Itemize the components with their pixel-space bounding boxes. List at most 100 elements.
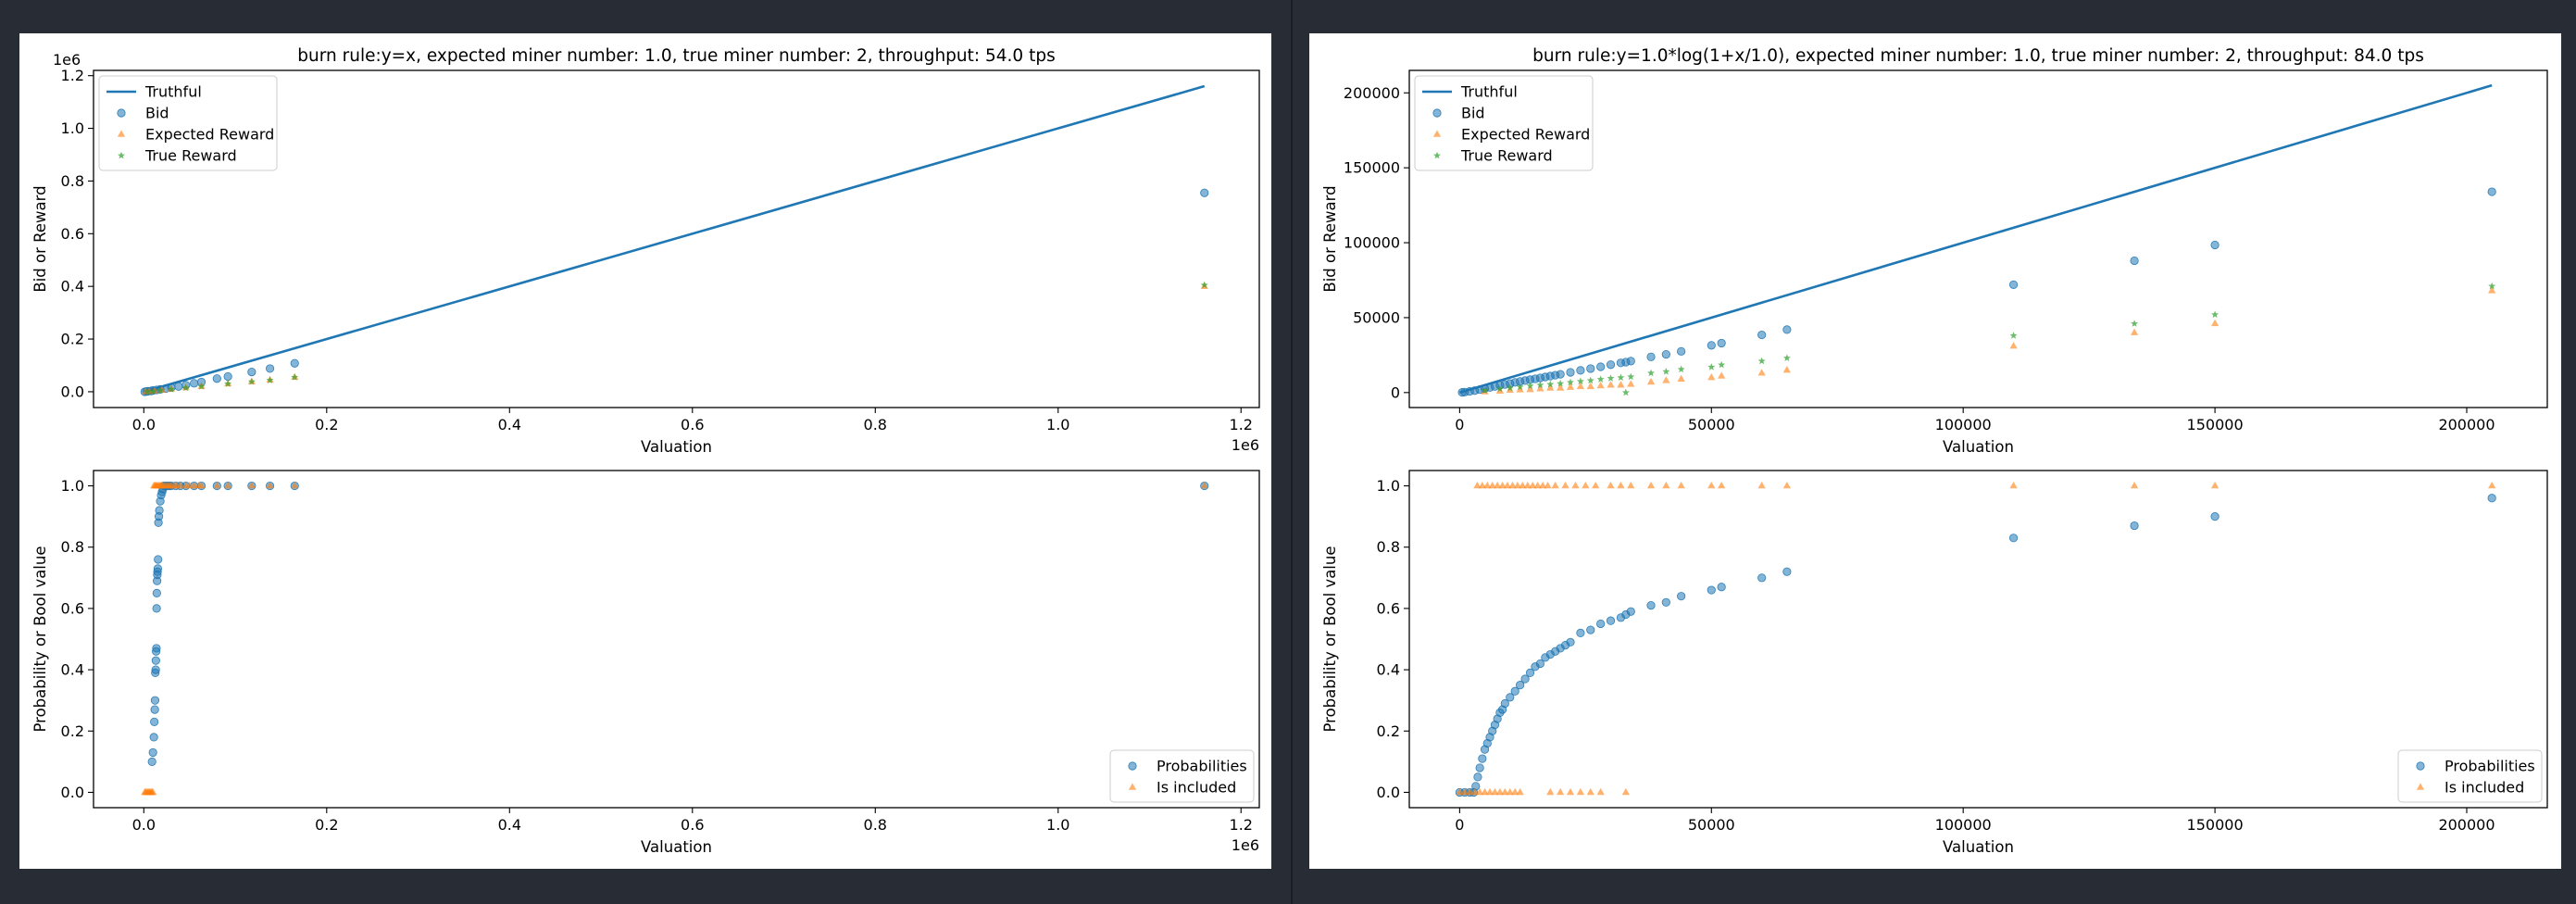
bid-point — [2210, 240, 2220, 250]
x-tick-label: 0 — [1455, 416, 1464, 433]
true-reward-point — [1617, 373, 1625, 382]
true-reward-point — [224, 380, 232, 387]
probabilities-point — [1782, 567, 1792, 576]
true-reward-point — [156, 386, 165, 394]
probabilities-point — [1596, 619, 1606, 629]
true-reward-point — [2131, 320, 2139, 327]
true-reward-point — [1557, 379, 1565, 387]
true-reward-point — [144, 387, 152, 396]
bid-point — [1566, 368, 1575, 377]
expected-reward-point — [2210, 319, 2220, 327]
probabilities-point — [1500, 698, 1509, 709]
legend-marker-swatch — [2416, 761, 2425, 771]
y-tick-label: 0.8 — [1377, 538, 1400, 556]
probabilities-point — [147, 757, 156, 766]
expected-reward-point — [1782, 365, 1791, 373]
x-axis-label: Valuation — [1943, 438, 2014, 456]
true-reward-point — [1546, 380, 1555, 388]
bid-point — [1576, 366, 1585, 375]
is-included-point — [1473, 481, 1482, 489]
is-included-point — [1561, 481, 1569, 489]
x-axis-label: Valuation — [641, 438, 712, 456]
is-included-point — [2210, 481, 2220, 489]
x-tick-label: 0.8 — [864, 416, 887, 433]
probabilities-point — [148, 747, 157, 758]
truthful-line — [1459, 83, 2493, 395]
is-included-point — [1707, 481, 1716, 489]
legend-label: Truthful — [1460, 83, 1518, 101]
y-tick-label: 1.0 — [61, 119, 84, 137]
true-reward-point — [1526, 382, 1534, 389]
expected-reward-point — [1677, 374, 1685, 383]
is-included-point — [149, 787, 157, 796]
y-tick-label: 0.2 — [1377, 722, 1400, 740]
legend-box — [98, 75, 278, 171]
expected-reward-point — [1607, 381, 1615, 388]
legend-label: Is included — [2445, 779, 2524, 797]
probabilities-point — [149, 733, 158, 742]
plot-area — [140, 84, 1209, 396]
x-axis-label: Valuation — [641, 838, 712, 856]
true-reward-point — [1662, 367, 1670, 375]
probabilities-point — [1757, 573, 1767, 583]
bid-point — [1586, 364, 1595, 373]
bid-point — [1717, 338, 1726, 348]
figure-right-canvas: burn rule:y=1.0*log(1+x/1.0), expected m… — [1321, 46, 2548, 856]
is-included-point — [1617, 481, 1625, 489]
bid-point — [1661, 349, 1670, 359]
legend-label: Bid — [145, 105, 169, 122]
y-tick-label: 0.6 — [61, 225, 84, 243]
is-included-point — [1494, 481, 1502, 489]
truthful-line — [143, 84, 1206, 394]
figure-right: burn rule:y=1.0*log(1+x/1.0), expected m… — [1309, 33, 2561, 869]
chart-left-bottom: 0.0 0.2 0.4 0.6 0.8 1.0 1.2 0.0 0.2 0.4 0.6 0.8 1.0 V… — [31, 470, 1260, 856]
x-tick-label: 50000 — [1688, 416, 1735, 433]
is-included-point — [1495, 787, 1505, 796]
is-included-point — [197, 481, 206, 489]
x-tick-label: 1.2 — [1230, 416, 1253, 433]
expected-reward-point — [1557, 383, 1565, 391]
chart-right-bottom: 0 50000 100000 150000 200000 0.0 0.2 0.4 0.6 0.8 1… — [1321, 470, 2548, 856]
is-included-point — [1546, 787, 1555, 796]
is-included-point — [1481, 787, 1489, 796]
probabilities-point — [1606, 616, 1616, 625]
plot-area — [1455, 481, 2496, 797]
y-tick-label: 1.2 — [61, 67, 84, 84]
is-included-point — [1533, 481, 1542, 489]
true-reward-point — [1516, 383, 1524, 391]
is-included-point — [1586, 787, 1594, 796]
y-axis-label: Probability or Bool value — [31, 546, 49, 733]
x-offset-text: 1e6 — [1232, 436, 1259, 454]
y-tick-label: 0.8 — [61, 538, 84, 556]
x-tick-label: 100000 — [1935, 816, 1992, 834]
expected-reward-point — [1526, 384, 1534, 393]
is-included-point — [1516, 787, 1524, 796]
is-included-point — [1757, 481, 1766, 489]
true-reward-point — [1567, 378, 1575, 386]
legend-label: True Reward — [144, 147, 237, 165]
expected-reward-point — [1576, 382, 1585, 390]
is-included-point — [1646, 481, 1656, 489]
probabilities-point — [2487, 494, 2496, 503]
y-tick-label: 0.0 — [1377, 784, 1400, 801]
y-tick-label: 150000 — [1344, 159, 1400, 177]
is-included-point — [224, 481, 232, 489]
x-tick-label: 0.2 — [315, 816, 338, 834]
x-tick-label: 1.0 — [1046, 816, 1069, 834]
x-tick-label: 0.0 — [132, 416, 156, 433]
is-included-point — [1498, 481, 1507, 489]
is-included-point — [1513, 481, 1522, 489]
probabilities-point — [1510, 686, 1519, 696]
probabilities-point — [1586, 625, 1595, 634]
is-included-point — [1491, 787, 1499, 796]
legend-marker-swatch — [117, 130, 126, 137]
true-reward-point — [1607, 374, 1615, 382]
legend-box — [2397, 749, 2543, 803]
expected-reward-point — [1586, 382, 1594, 390]
true-reward-point — [1536, 381, 1544, 389]
legend-marker-swatch — [117, 108, 126, 118]
probabilities-point — [1677, 592, 1686, 601]
probabilities-point — [151, 665, 160, 674]
is-included-point — [1557, 787, 1565, 796]
is-included-point — [1519, 481, 1527, 489]
